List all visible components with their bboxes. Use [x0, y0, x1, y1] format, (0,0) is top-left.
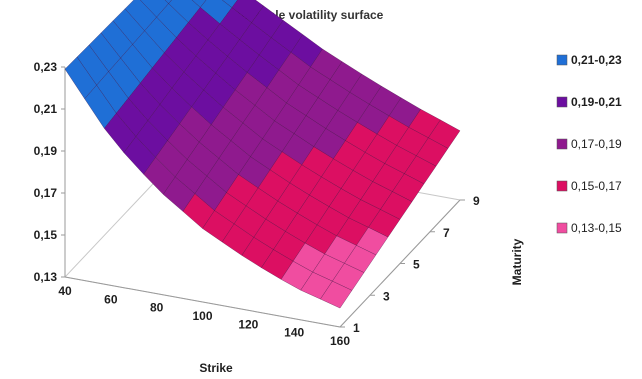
- surface-cell: [164, 0, 173, 4]
- x-tick-label: 40: [58, 284, 72, 298]
- legend-label: 0,21-0,23: [571, 53, 622, 67]
- x-axis-line: [64, 276, 341, 328]
- legend-label: 0,13-0,15: [571, 221, 622, 235]
- y-tick-label: 9: [473, 194, 480, 208]
- y-tick-label: 7: [443, 226, 450, 240]
- z-tick-label: 0,13: [34, 270, 58, 284]
- z-tick-label: 0,21: [34, 102, 58, 116]
- legend: 0,21-0,23 0,19-0,21 0,17-0,19 0,15-0,17 0,13…: [556, 53, 622, 235]
- legend-swatch: [556, 54, 568, 66]
- z-tick-label: 0,23: [34, 60, 58, 74]
- x-tick-label: 80: [150, 301, 164, 315]
- x-tick-label: 60: [104, 292, 118, 306]
- y-axis-label: Maturity: [510, 238, 524, 285]
- legend-label: 0,17-0,19: [571, 137, 622, 151]
- y-tick-label: 3: [383, 289, 390, 303]
- legend-label: 0,19-0,21: [571, 95, 622, 109]
- y-tick-label: 1: [353, 321, 360, 335]
- z-tick-label: 0,15: [34, 228, 58, 242]
- y-tick-label: 5: [413, 258, 420, 272]
- x-tick-label: 120: [238, 317, 258, 331]
- z-tick-label: 0,19: [34, 144, 58, 158]
- surface-cell: [320, 280, 353, 309]
- z-tick-label: 0,17: [34, 186, 58, 200]
- x-tick-label: 140: [284, 326, 304, 340]
- x-tick-label: 100: [192, 309, 212, 323]
- x-axis-label: Strike: [199, 361, 233, 375]
- legend-swatch: [556, 180, 568, 192]
- legend-swatch: [556, 222, 568, 234]
- legend-label: 0,15-0,17: [571, 179, 622, 193]
- legend-swatch: [556, 138, 568, 150]
- axis-ticks: 0,13 0,15 0,17 0,19 0,21 0,23 40 60 80 100 120 140 1…: [34, 60, 480, 348]
- legend-swatch: [556, 96, 568, 108]
- surface-mesh: [64, 0, 461, 309]
- x-tick-label: 160: [330, 334, 350, 348]
